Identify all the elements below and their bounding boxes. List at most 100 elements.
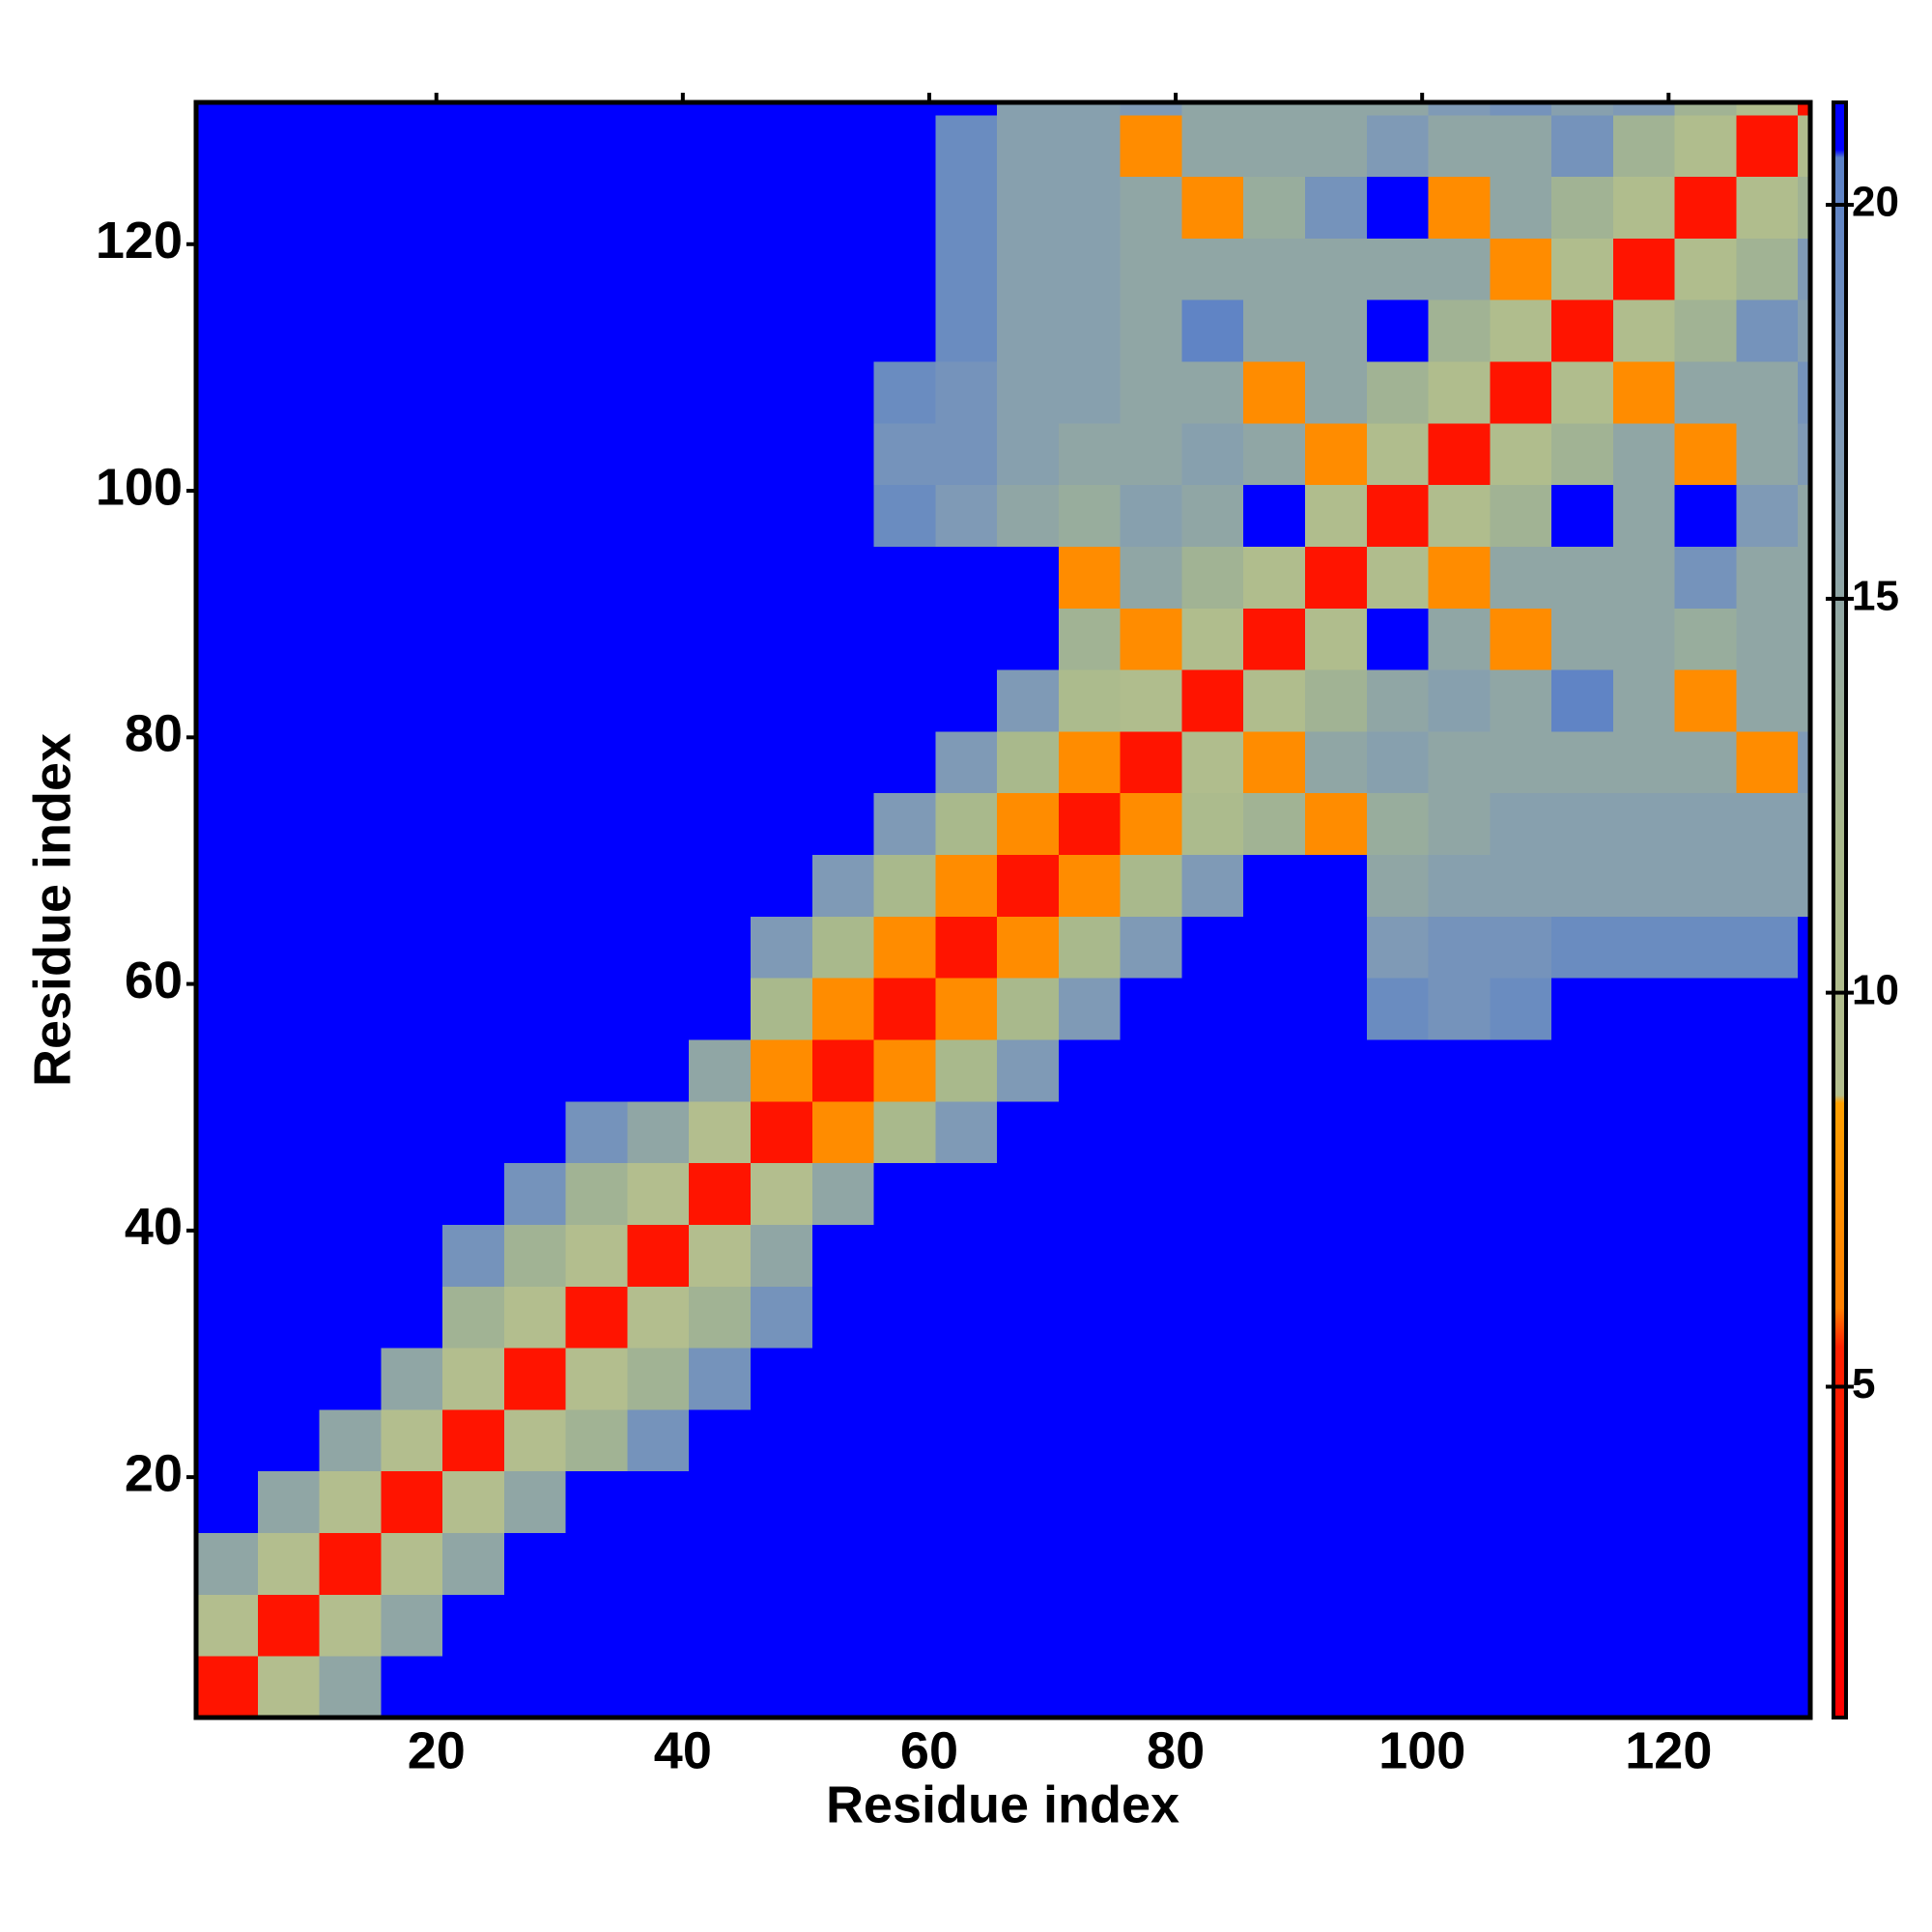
- cell: [1366, 299, 1430, 362]
- cell: [381, 1224, 443, 1287]
- cell: [627, 176, 690, 239]
- cell: [1612, 1100, 1676, 1164]
- cell: [689, 608, 752, 670]
- cell: [1058, 422, 1122, 486]
- cell: [1366, 1100, 1430, 1164]
- cell: [196, 546, 259, 609]
- cell: [1058, 608, 1122, 670]
- cell: [935, 1532, 998, 1595]
- cell: [1490, 1039, 1552, 1102]
- cell: [319, 978, 382, 1040]
- cell: [257, 1348, 321, 1410]
- cell: [811, 1656, 875, 1719]
- cell: [627, 484, 690, 547]
- cell: [1305, 1039, 1368, 1102]
- cell: [1736, 669, 1799, 732]
- cell: [257, 299, 321, 362]
- cell: [1366, 361, 1430, 424]
- cell: [935, 1470, 998, 1534]
- cell: [1120, 1100, 1182, 1164]
- cell: [1490, 484, 1552, 547]
- cell: [1490, 669, 1552, 732]
- cell: [196, 1224, 259, 1287]
- cell: [1674, 238, 1737, 300]
- cell: [1120, 669, 1182, 732]
- cell: [196, 916, 259, 979]
- cell: [935, 422, 998, 486]
- cell: [319, 916, 382, 979]
- cell: [935, 546, 998, 609]
- cell: [503, 854, 567, 917]
- cell: [257, 238, 321, 300]
- cell: [1612, 102, 1676, 116]
- cell: [1736, 916, 1799, 979]
- cell: [1058, 176, 1122, 239]
- cell: [1674, 546, 1737, 609]
- cell: [1366, 1348, 1430, 1410]
- y-tick-label: 40: [125, 1198, 183, 1256]
- cell: [751, 1594, 813, 1657]
- cell: [873, 792, 936, 856]
- cell: [935, 1224, 998, 1287]
- cell: [1551, 1594, 1614, 1657]
- cell: [627, 1286, 690, 1349]
- cell: [565, 484, 628, 547]
- cell: [1243, 1039, 1306, 1102]
- cell: [503, 1039, 567, 1102]
- cell: [503, 238, 567, 300]
- cell: [935, 978, 998, 1040]
- cell: [503, 1224, 567, 1287]
- cell: [1551, 669, 1614, 732]
- cell: [935, 176, 998, 239]
- cell: [1058, 669, 1122, 732]
- cell: [811, 1100, 875, 1164]
- cell: [257, 1100, 321, 1164]
- cell: [319, 1656, 382, 1719]
- cell: [1490, 1100, 1552, 1164]
- cell: [319, 608, 382, 670]
- cell: [935, 361, 998, 424]
- cell: [503, 730, 567, 794]
- cell: [442, 1039, 505, 1102]
- cell: [1243, 422, 1306, 486]
- cell: [1120, 422, 1182, 486]
- cell: [689, 1039, 752, 1102]
- cell: [1612, 238, 1676, 300]
- cell: [1551, 792, 1614, 856]
- cell: [1243, 102, 1306, 116]
- cell: [811, 669, 875, 732]
- cell: [381, 114, 443, 178]
- cell: [1798, 1100, 1811, 1164]
- cell: [811, 916, 875, 979]
- cell: [811, 1532, 875, 1595]
- cell: [1305, 361, 1368, 424]
- cell: [1490, 1594, 1552, 1657]
- cell: [1612, 916, 1676, 979]
- cell: [997, 1594, 1060, 1657]
- x-tick-label: 100: [1378, 1721, 1465, 1779]
- cell: [1428, 1162, 1491, 1225]
- cell: [1490, 730, 1552, 794]
- cell: [257, 1594, 321, 1657]
- cell: [1551, 484, 1614, 547]
- cell: [935, 484, 998, 547]
- cell: [1305, 1348, 1368, 1410]
- cell: [751, 608, 813, 670]
- colorbar-tick-label: 5: [1852, 1360, 1875, 1407]
- cell: [319, 238, 382, 300]
- cell: [1305, 792, 1368, 856]
- cell: [1798, 608, 1811, 670]
- cell: [1674, 1532, 1737, 1595]
- cell: [319, 1470, 382, 1534]
- cell: [935, 238, 998, 300]
- cell: [1428, 1594, 1491, 1657]
- cell: [1243, 176, 1306, 239]
- cell: [503, 102, 567, 116]
- cell: [1058, 102, 1122, 116]
- cell: [689, 730, 752, 794]
- cell: [196, 484, 259, 547]
- cell: [1181, 1594, 1244, 1657]
- cell: [627, 102, 690, 116]
- cell: [1120, 1594, 1182, 1657]
- cell: [1674, 1224, 1737, 1287]
